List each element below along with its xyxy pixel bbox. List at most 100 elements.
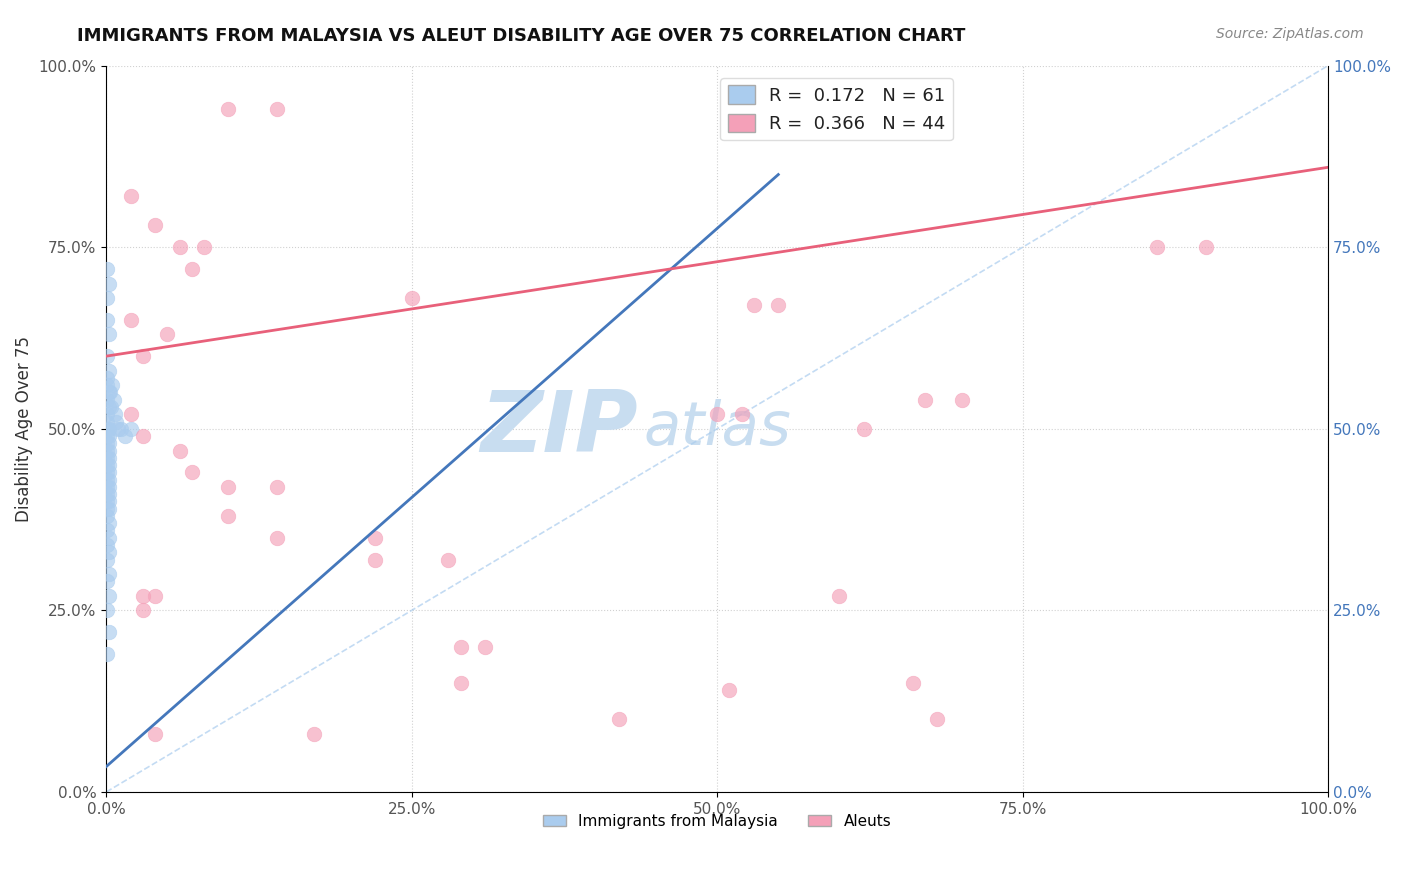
Point — [96, 313, 118, 327]
Point — [96, 538, 118, 552]
Text: ZIP: ZIP — [481, 387, 638, 470]
Point — [97, 516, 120, 531]
Point — [96, 349, 118, 363]
Point — [401, 291, 423, 305]
Point — [96, 371, 118, 385]
Point — [437, 552, 460, 566]
Point — [96, 443, 118, 458]
Point — [96, 407, 118, 421]
Point — [96, 603, 118, 617]
Point — [97, 450, 120, 465]
Point — [180, 466, 202, 480]
Point — [97, 473, 120, 487]
Point — [266, 102, 288, 116]
Point — [97, 429, 120, 443]
Point — [97, 494, 120, 508]
Point — [266, 531, 288, 545]
Point — [97, 364, 120, 378]
Text: IMMIGRANTS FROM MALAYSIA VS ALEUT DISABILITY AGE OVER 75 CORRELATION CHART: IMMIGRANTS FROM MALAYSIA VS ALEUT DISABI… — [77, 27, 966, 45]
Point — [143, 589, 166, 603]
Point — [96, 552, 118, 566]
Point — [96, 436, 118, 450]
Point — [950, 392, 973, 407]
Point — [97, 466, 120, 480]
Point — [450, 676, 472, 690]
Point — [104, 407, 127, 421]
Point — [96, 429, 118, 443]
Point — [96, 524, 118, 538]
Point — [120, 189, 142, 203]
Point — [169, 443, 191, 458]
Point — [609, 712, 631, 726]
Point — [100, 400, 122, 414]
Point — [96, 480, 118, 494]
Point — [132, 429, 155, 443]
Point — [180, 262, 202, 277]
Point — [828, 589, 851, 603]
Point — [132, 349, 155, 363]
Point — [97, 443, 120, 458]
Point — [901, 676, 924, 690]
Point — [97, 458, 120, 472]
Point — [266, 480, 288, 494]
Point — [97, 400, 120, 414]
Point — [105, 415, 128, 429]
Point — [96, 458, 118, 472]
Point — [143, 727, 166, 741]
Point — [742, 298, 765, 312]
Point — [718, 683, 741, 698]
Point — [768, 298, 790, 312]
Point — [914, 392, 936, 407]
Point — [96, 501, 118, 516]
Point — [97, 501, 120, 516]
Point — [97, 436, 120, 450]
Point — [96, 574, 118, 589]
Point — [132, 589, 155, 603]
Point — [97, 589, 120, 603]
Point — [1146, 240, 1168, 254]
Point — [114, 429, 136, 443]
Point — [96, 378, 118, 392]
Legend: Immigrants from Malaysia, Aleuts: Immigrants from Malaysia, Aleuts — [537, 808, 897, 835]
Point — [364, 531, 387, 545]
Point — [97, 487, 120, 501]
Point — [706, 407, 728, 421]
Point — [107, 422, 129, 436]
Point — [98, 385, 121, 400]
Point — [96, 415, 118, 429]
Point — [110, 422, 132, 436]
Point — [156, 327, 179, 342]
Point — [97, 327, 120, 342]
Point — [101, 378, 124, 392]
Point — [132, 603, 155, 617]
Point — [730, 407, 752, 421]
Point — [364, 552, 387, 566]
Point — [96, 508, 118, 523]
Point — [1195, 240, 1218, 254]
Point — [97, 422, 120, 436]
Point — [96, 466, 118, 480]
Point — [103, 392, 125, 407]
Point — [217, 480, 239, 494]
Point — [474, 640, 496, 654]
Point — [96, 262, 118, 277]
Point — [96, 647, 118, 661]
Point — [143, 219, 166, 233]
Point — [302, 727, 325, 741]
Point — [120, 313, 142, 327]
Point — [927, 712, 949, 726]
Text: Source: ZipAtlas.com: Source: ZipAtlas.com — [1216, 27, 1364, 41]
Point — [169, 240, 191, 254]
Point — [97, 277, 120, 291]
Point — [96, 473, 118, 487]
Point — [96, 450, 118, 465]
Point — [193, 240, 215, 254]
Point — [217, 508, 239, 523]
Point — [97, 567, 120, 582]
Point — [96, 392, 118, 407]
Point — [97, 385, 120, 400]
Point — [96, 494, 118, 508]
Point — [96, 291, 118, 305]
Point — [96, 422, 118, 436]
Point — [96, 487, 118, 501]
